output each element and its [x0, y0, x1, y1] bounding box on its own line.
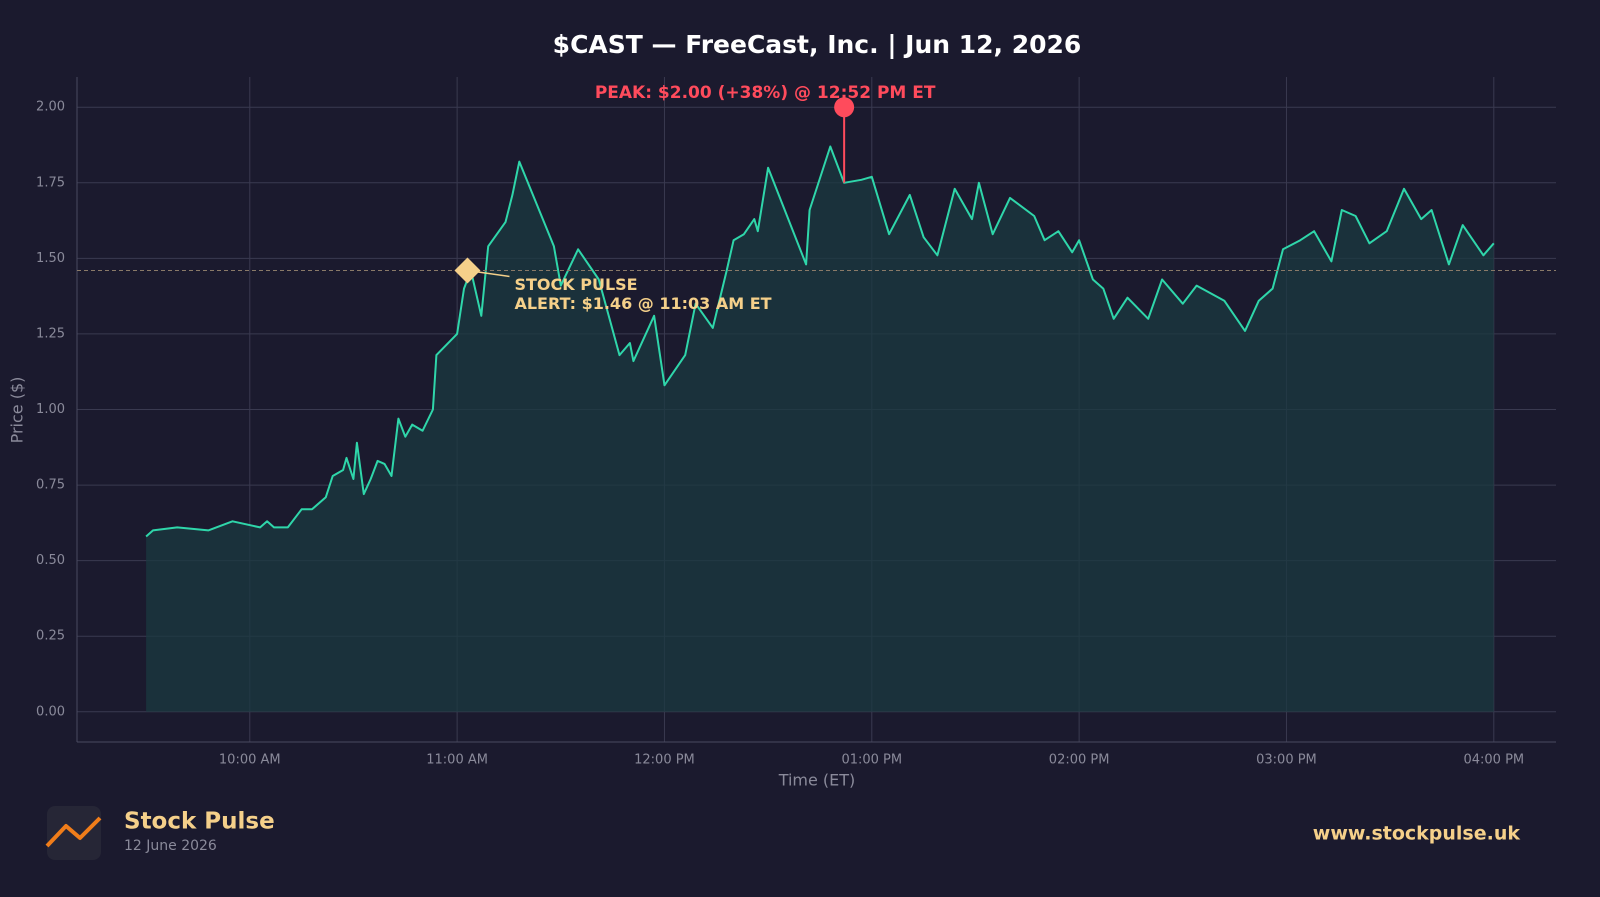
y-tick-label: 0.50 [36, 553, 65, 568]
alert-label: STOCK PULSE [514, 275, 637, 294]
logo [45, 806, 102, 860]
y-tick-label: 1.75 [36, 175, 65, 190]
y-tick-label: 0.25 [36, 629, 65, 644]
chart-title: $CAST — FreeCast, Inc. | Jun 12, 2026 [553, 30, 1082, 59]
x-tick-label: 12:00 PM [634, 753, 695, 768]
x-tick-label: 01:00 PM [841, 753, 902, 768]
y-tick-label: 0.75 [36, 478, 65, 493]
y-tick-label: 2.00 [36, 100, 65, 115]
logo-icon [45, 816, 102, 848]
price-line [145, 145, 1495, 538]
peak-marker [834, 97, 855, 118]
y-tick-label: 1.00 [36, 402, 65, 417]
x-tick-label: 02:00 PM [1049, 753, 1110, 768]
x-tick-label: 10:00 AM [219, 753, 281, 768]
website-url: www.stockpulse.uk [1313, 823, 1521, 845]
area-fill [146, 146, 1494, 712]
alert-label: ALERT: $1.46 @ 11:03 AM ET [514, 294, 771, 313]
y-tick-label: 1.25 [36, 326, 65, 341]
y-tick-label: 0.00 [36, 704, 65, 719]
x-tick-label: 04:00 PM [1463, 753, 1524, 768]
brand-name: Stock Pulse [124, 809, 275, 835]
x-axis-label: Time (ET) [778, 771, 856, 790]
y-tick-label: 1.50 [36, 251, 65, 266]
alert-marker [454, 257, 481, 284]
peak-label: PEAK: $2.00 (+38%) @ 12:52 PM ET [595, 83, 936, 103]
footer-date: 12 June 2026 [124, 838, 217, 854]
x-tick-label: 03:00 PM [1256, 753, 1317, 768]
y-axis-label: Price ($) [8, 377, 27, 444]
x-tick-label: 11:00 AM [426, 753, 488, 768]
